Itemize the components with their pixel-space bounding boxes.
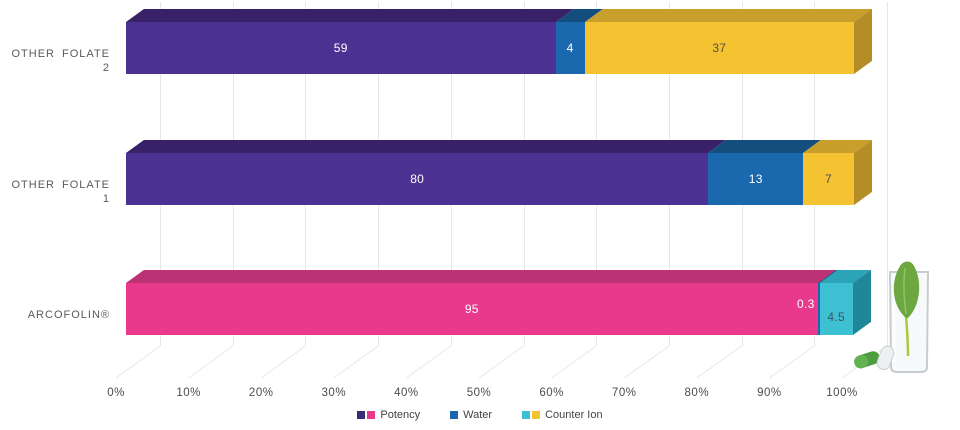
segment-value-label: 37 [712, 41, 727, 55]
segment-value-label: 13 [748, 172, 763, 186]
spinach-leaf-icon [893, 261, 920, 357]
legend-swatch-color [532, 411, 541, 419]
legend-label: Potency [380, 409, 421, 421]
bar-segment-end-face [853, 139, 872, 205]
legend-swatch-counter-ion [522, 411, 541, 419]
x-tick-label: 0% [107, 387, 125, 399]
legend-swatch-color [357, 411, 366, 419]
legend: Potency Water Counter Ion [0, 409, 960, 421]
bar-segment: 80 [126, 140, 727, 205]
legend-item-counter-ion: Counter Ion [522, 409, 603, 421]
legend-swatch-color [367, 411, 376, 419]
bar-segment: 37 [584, 8, 872, 75]
segment-value-label: 59 [317, 35, 364, 61]
legend-swatch-water [450, 411, 459, 419]
segment-value-label: 7 [825, 172, 832, 186]
leaf-glass-image [854, 261, 930, 373]
segment-value-label: 95 [464, 302, 479, 316]
bar-segment-top-face [584, 9, 872, 22]
x-tick-label: 10% [176, 387, 201, 399]
x-tick-label: 30% [321, 387, 347, 399]
x-tick-label: 100% [826, 387, 858, 399]
category-label: OTHER FOLATE 2 [11, 48, 110, 74]
bar-segment: 0.3 [797, 270, 838, 335]
x-tick-label: 80% [684, 387, 710, 399]
legend-label: Counter Ion [545, 409, 603, 421]
green-capsule-icon [854, 351, 880, 369]
legend-item-water: Water [450, 409, 492, 421]
bar-segment-end-face [853, 8, 872, 75]
legend-swatch-color [522, 411, 531, 419]
gridline [887, 2, 888, 346]
segment-value-label: 80 [394, 166, 441, 192]
bar-segment-top-face [126, 9, 574, 22]
x-tick-label: 40% [394, 387, 419, 399]
category-label: OTHER FOLATE 1 [11, 179, 110, 205]
bar-segment: 59 [126, 9, 574, 74]
legend-swatch-potency [357, 411, 376, 419]
segment-value-label: 4 [566, 41, 574, 55]
category-label: ARCOFOLIN® [27, 309, 110, 321]
segment-value-label: 4.5 [827, 310, 845, 325]
segment-value-label: 0.3 [797, 296, 815, 311]
bar-segment-top-face [126, 140, 727, 153]
bar-segment: 7 [803, 139, 872, 205]
x-tick-label: 70% [611, 387, 637, 399]
bar-segment-top-face [126, 270, 836, 283]
x-tick-label: 50% [466, 387, 492, 399]
bar-segment: 4 [555, 9, 603, 74]
x-tick-label: 20% [248, 387, 274, 399]
bar-segment: 95 [126, 270, 836, 335]
bar-segment: 13 [708, 140, 821, 205]
x-tick-label: 90% [757, 387, 782, 399]
bar-segment: 4.5 [819, 269, 871, 335]
legend-item-potency: Potency [357, 409, 420, 421]
white-capsule-icon [876, 345, 895, 370]
legend-label: Water [463, 409, 493, 421]
x-tick-label: 60% [539, 387, 564, 399]
legend-swatch-color [450, 411, 459, 419]
